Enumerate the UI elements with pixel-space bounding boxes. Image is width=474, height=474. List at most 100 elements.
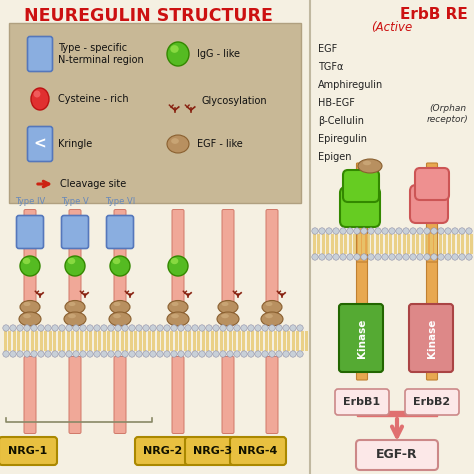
Circle shape (312, 228, 318, 234)
Circle shape (122, 351, 128, 357)
Bar (171, 331, 173, 351)
Bar (457, 234, 460, 254)
Bar (27, 331, 29, 351)
Circle shape (445, 254, 451, 260)
Bar (270, 331, 272, 351)
Bar (466, 234, 469, 254)
FancyBboxPatch shape (69, 356, 81, 434)
Circle shape (206, 325, 212, 331)
Circle shape (59, 351, 65, 357)
Circle shape (80, 325, 86, 331)
Text: Cysteine - rich: Cysteine - rich (58, 94, 128, 104)
Circle shape (410, 228, 416, 234)
Circle shape (199, 351, 205, 357)
Circle shape (143, 351, 149, 357)
Bar (157, 331, 160, 351)
Ellipse shape (113, 314, 121, 318)
Bar (103, 331, 106, 351)
Circle shape (326, 228, 332, 234)
Ellipse shape (171, 138, 179, 144)
Circle shape (157, 351, 163, 357)
Bar (153, 331, 155, 351)
Circle shape (52, 325, 58, 331)
Circle shape (171, 351, 177, 357)
FancyBboxPatch shape (24, 210, 36, 326)
Ellipse shape (23, 314, 31, 318)
Bar (202, 331, 205, 351)
Circle shape (297, 351, 303, 357)
Ellipse shape (24, 302, 30, 306)
Circle shape (73, 351, 79, 357)
Circle shape (269, 351, 275, 357)
Bar (345, 234, 347, 254)
Text: Kinase: Kinase (357, 319, 367, 358)
Circle shape (164, 325, 170, 331)
Bar (274, 331, 277, 351)
Circle shape (227, 351, 233, 357)
Circle shape (199, 325, 205, 331)
Text: Type - specific
N-terminal region: Type - specific N-terminal region (58, 43, 144, 65)
Ellipse shape (168, 301, 188, 313)
Circle shape (466, 228, 472, 234)
Circle shape (3, 325, 9, 331)
Circle shape (410, 254, 416, 260)
Bar (292, 331, 295, 351)
Circle shape (326, 254, 332, 260)
Ellipse shape (363, 161, 371, 165)
Bar (256, 331, 259, 351)
FancyBboxPatch shape (266, 356, 278, 434)
Bar (318, 234, 320, 254)
FancyBboxPatch shape (343, 170, 379, 202)
Bar (81, 331, 83, 351)
Bar (394, 234, 397, 254)
Bar (403, 234, 406, 254)
Bar (243, 331, 246, 351)
Bar (358, 234, 361, 254)
Circle shape (136, 351, 142, 357)
Circle shape (31, 351, 37, 357)
Bar (76, 331, 79, 351)
Circle shape (375, 254, 381, 260)
Circle shape (108, 351, 114, 357)
Circle shape (213, 325, 219, 331)
Ellipse shape (113, 258, 120, 264)
Bar (175, 331, 178, 351)
FancyBboxPatch shape (415, 168, 449, 200)
Ellipse shape (221, 314, 229, 318)
Bar (112, 331, 115, 351)
FancyBboxPatch shape (17, 216, 44, 248)
Ellipse shape (68, 258, 75, 264)
FancyBboxPatch shape (185, 437, 241, 465)
Bar (311, 0, 474, 474)
Circle shape (192, 325, 198, 331)
Circle shape (354, 254, 360, 260)
Ellipse shape (171, 314, 179, 318)
Ellipse shape (167, 135, 189, 153)
Bar (4, 331, 7, 351)
FancyBboxPatch shape (266, 210, 278, 326)
Bar (417, 234, 419, 254)
Circle shape (150, 351, 156, 357)
Bar (229, 331, 232, 351)
Bar (85, 331, 88, 351)
Bar (283, 331, 286, 351)
Ellipse shape (109, 312, 131, 326)
Bar (306, 331, 308, 351)
Bar (225, 331, 228, 351)
Circle shape (361, 254, 367, 260)
Bar (261, 331, 263, 351)
Bar (193, 331, 196, 351)
Bar (363, 234, 365, 254)
Bar (180, 331, 182, 351)
Circle shape (10, 325, 16, 331)
Text: Amphiregulin: Amphiregulin (318, 80, 383, 90)
Circle shape (66, 351, 72, 357)
Ellipse shape (171, 258, 178, 264)
Circle shape (354, 228, 360, 234)
Circle shape (17, 351, 23, 357)
Text: NRG-3: NRG-3 (193, 446, 233, 456)
Text: IgG - like: IgG - like (197, 49, 240, 59)
Circle shape (171, 325, 177, 331)
Bar (247, 331, 250, 351)
Circle shape (115, 325, 121, 331)
